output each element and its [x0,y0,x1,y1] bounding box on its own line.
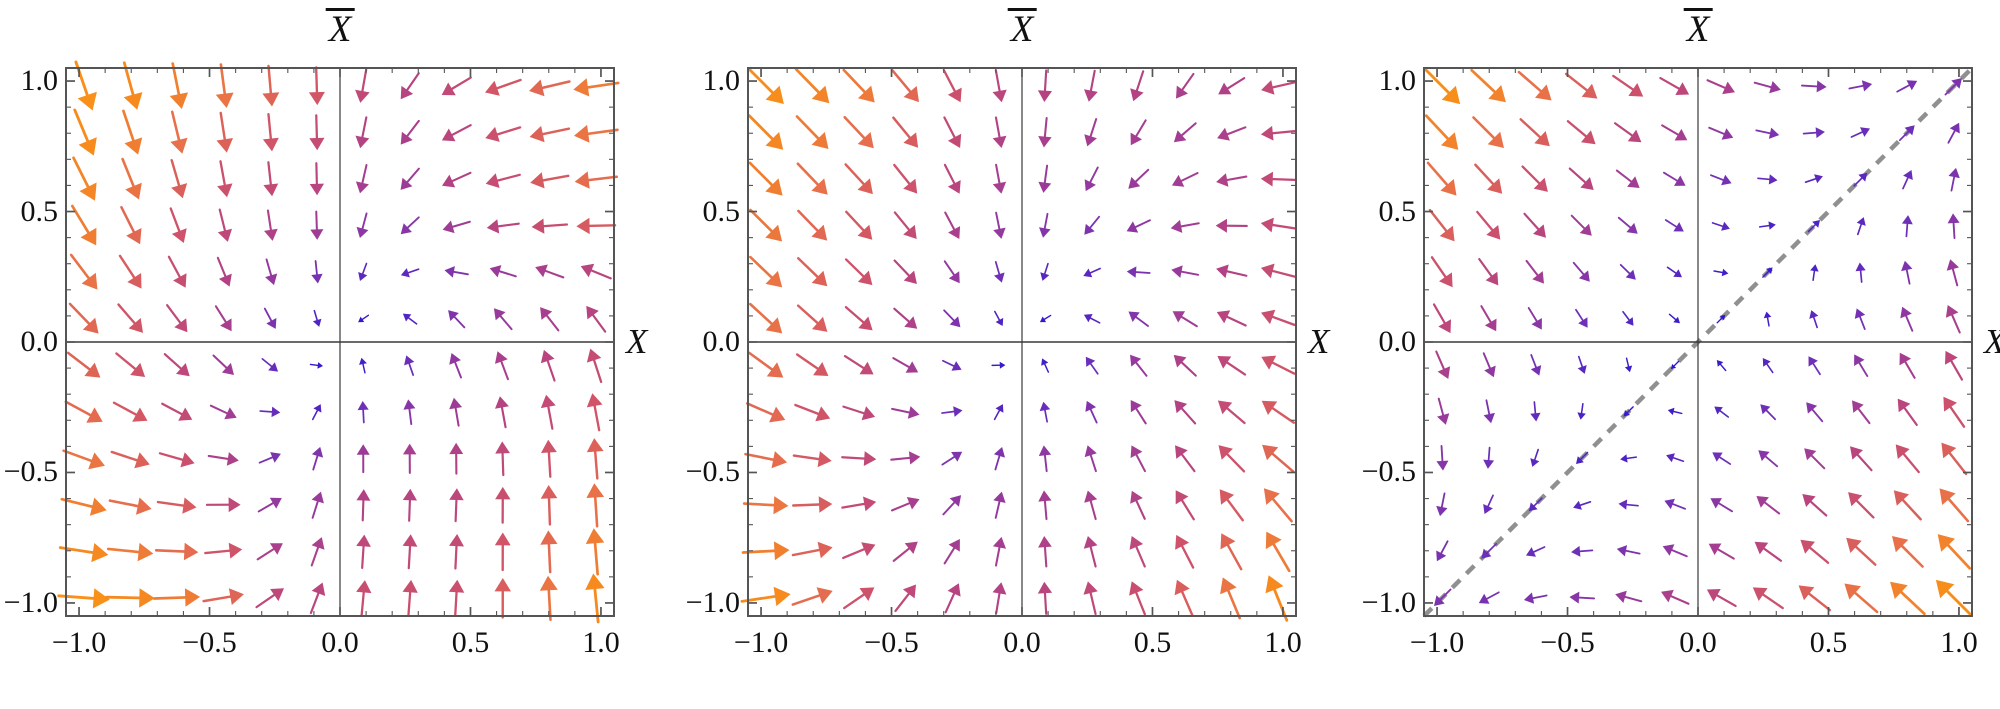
x-axis-label: X [1308,322,1330,361]
y-tick-label: 0.5 [1378,194,1417,228]
vector-field-canvas [57,60,620,624]
y-tick-label: −0.5 [1361,455,1416,489]
y-tick-label: 1.0 [20,64,59,98]
plot-title: X [1683,8,1713,51]
x-tick-label: −1.0 [51,626,107,659]
y-tick-label: 0.0 [1378,325,1417,358]
plot-title-text: X [1007,8,1037,50]
y-tick-label: −0.5 [3,455,58,489]
vector-arrows [1422,66,1974,618]
plot-title-text: X [1683,8,1713,50]
y-tick-label: 0.0 [702,325,741,358]
vector-field-panel-3: X X −1.0 −0.5 0.0 0.5 1.0 1.0 0.5 0.0 −0.5 −1.0 [1361,0,2000,709]
x-axis-label: X [1984,322,2000,362]
vector-arrows [740,67,1296,622]
origin-axes [66,68,614,616]
vector-arrows [57,60,620,624]
x-tick-label: 0.0 [321,626,359,659]
x-tick-label: 1.0 [1264,626,1302,659]
x-tick-label: 0.5 [1133,626,1172,659]
x-tick-label: −0.5 [1540,626,1595,659]
origin-axes [748,68,1296,616]
vector-field-canvas [1422,66,1974,618]
plot-title: X [325,8,355,51]
y-tick-label: −0.5 [685,455,740,489]
x-tick-label: 1.0 [1940,626,1978,659]
y-tick-label: −1.0 [685,585,740,619]
x-tick-label: −1.0 [733,626,789,659]
plot-title-text: X [325,8,355,50]
vector-field-canvas [740,67,1297,622]
x-tick-label: 0.5 [451,626,490,659]
plot-frame [1423,67,1973,617]
y-tick-label: 1.0 [1378,64,1417,98]
x-tick-label: 1.0 [582,626,620,659]
x-tick-label: −1.0 [1409,626,1465,659]
x-tick-label: −0.5 [182,626,237,659]
plot-frame [65,67,615,617]
x-tick-label: −0.5 [864,626,919,659]
x-tick-label: 0.0 [1003,626,1041,659]
x-tick-label: 0.0 [1679,626,1717,659]
x-tick-label: 0.5 [1809,626,1848,659]
y-tick-label: 1.0 [702,64,741,98]
y-tick-label: 0.0 [20,325,59,358]
plot-title: X [1007,8,1037,51]
origin-axes [1424,68,1972,616]
vector-field-panel-1: X X −1.0 −0.5 0.0 0.5 1.0 1.0 0.5 0.0 −0.5 −1.0 [3,0,706,709]
y-tick-label: −1.0 [1361,585,1416,619]
x-axis-label: X [626,322,648,361]
y-tick-label: −1.0 [3,585,58,619]
plot-frame [747,67,1297,617]
y-tick-label: 0.5 [20,194,59,228]
vector-field-panel-2: X X −1.0 −0.5 0.0 0.5 1.0 1.0 0.5 0.0 −0.5 −1.0 [685,0,1388,709]
y-tick-label: 0.5 [702,194,741,228]
